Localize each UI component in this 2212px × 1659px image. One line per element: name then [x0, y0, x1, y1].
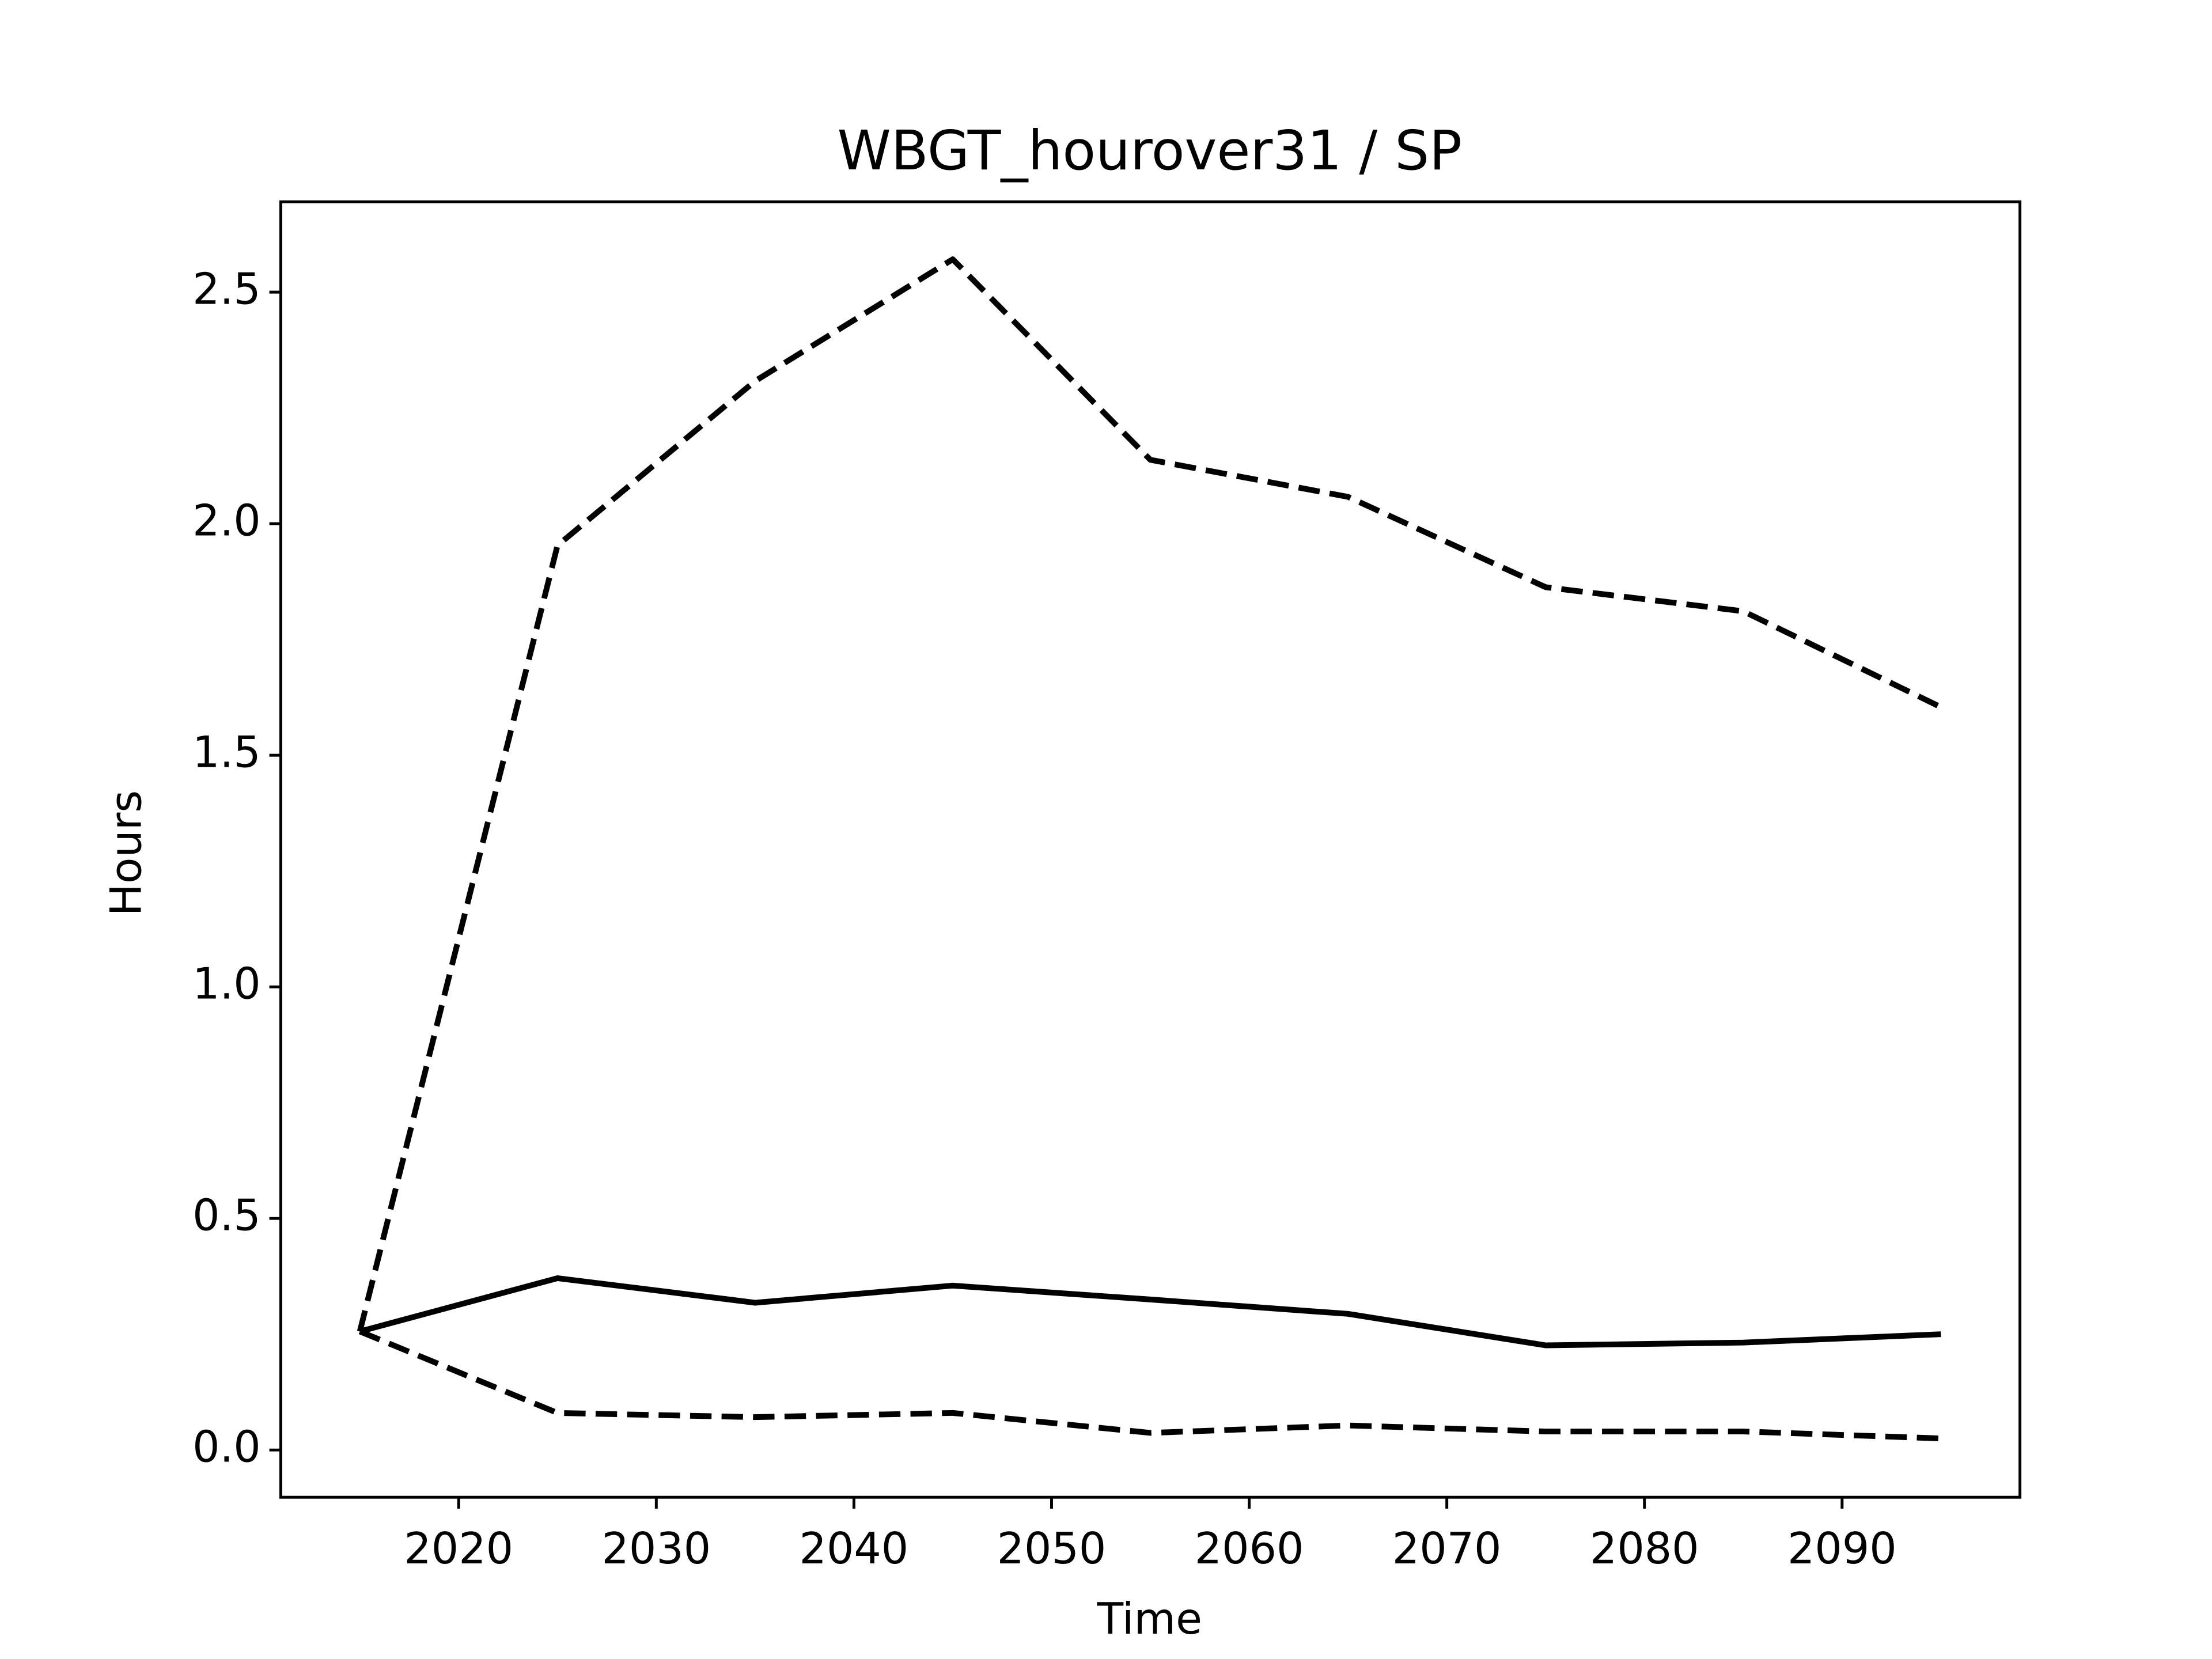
line-series	[358, 1328, 1941, 1442]
x-tick-label: 2020	[404, 1524, 513, 1574]
y-tick-label: 0.0	[192, 1422, 261, 1472]
y-tick-label: 1.0	[192, 959, 261, 1009]
x-tick-label: 2090	[1787, 1524, 1897, 1574]
line-series	[357, 256, 1942, 1332]
y-tick-label: 2.0	[192, 496, 261, 546]
x-tick-label: 2060	[1195, 1524, 1304, 1574]
x-tick-label: 2080	[1590, 1524, 1699, 1574]
line-series	[359, 1275, 1941, 1349]
y-tick-label: 1.5	[192, 728, 261, 778]
y-axis-label: Hours	[101, 790, 151, 916]
x-tick-label: 2050	[997, 1524, 1107, 1574]
plot-frame	[279, 200, 2022, 1499]
x-axis-label: Time	[1097, 1594, 1202, 1644]
y-tick-label: 2.5	[192, 264, 261, 315]
x-tick-label: 2040	[800, 1524, 909, 1574]
x-tick-label: 2070	[1392, 1524, 1502, 1574]
y-tick-label: 0.5	[192, 1191, 261, 1241]
chart-title: WBGT_hourover31 / SP	[837, 119, 1462, 183]
x-tick-label: 2030	[601, 1524, 711, 1574]
